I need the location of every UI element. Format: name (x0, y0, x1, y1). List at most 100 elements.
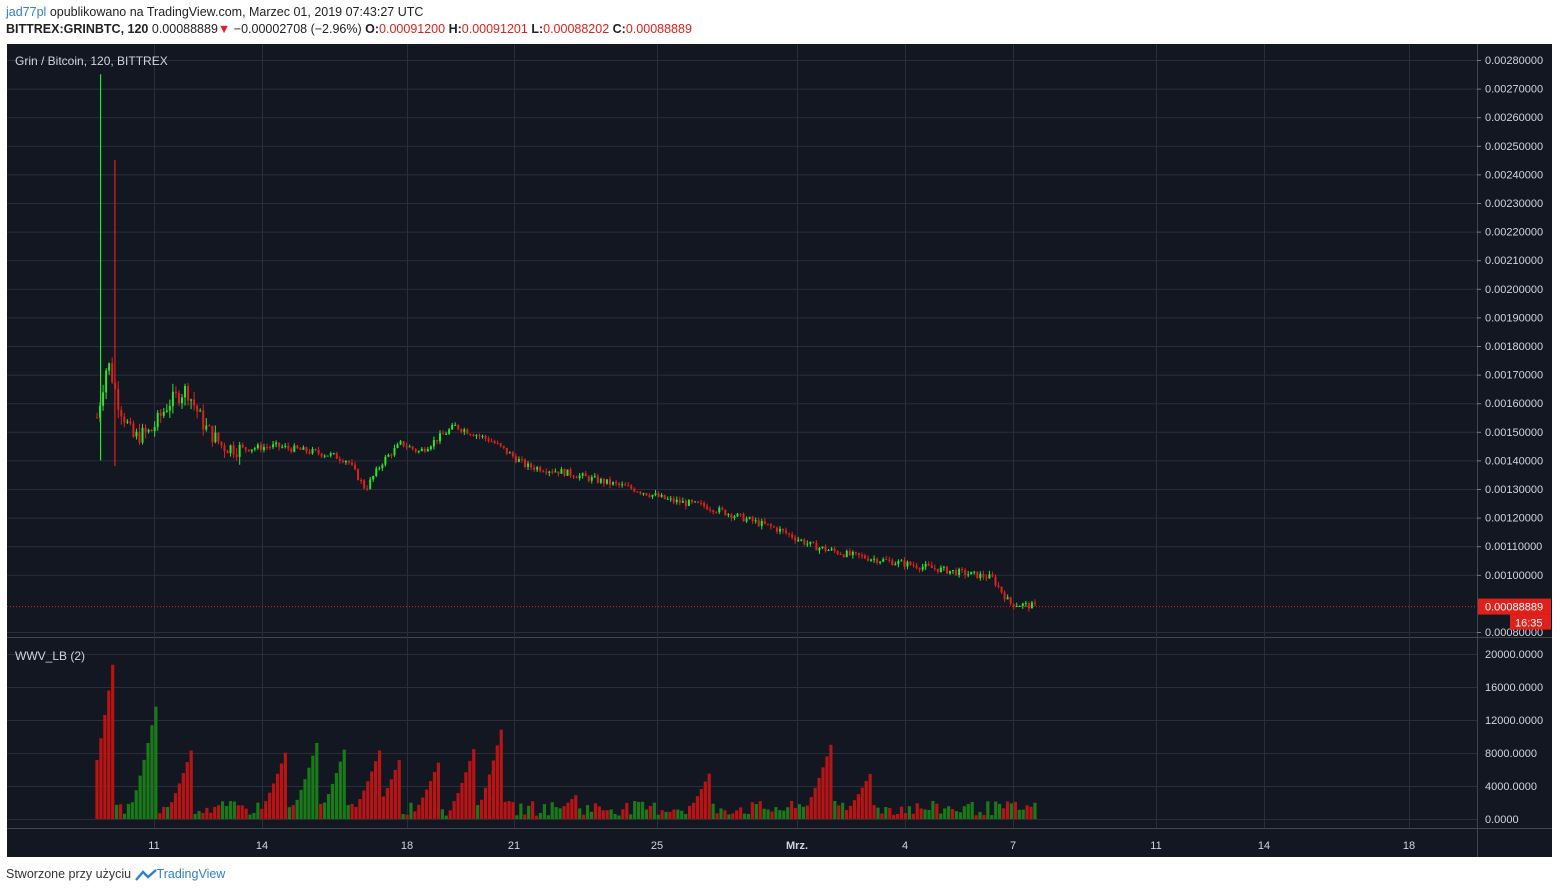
volume-bar (115, 804, 119, 819)
volume-bar (303, 779, 307, 819)
price-tick-label: 0.00140000 (1485, 455, 1543, 467)
candle-body (174, 391, 177, 394)
candle-body (569, 469, 572, 476)
candle-body (432, 440, 435, 447)
x-tick-label: 21 (508, 840, 520, 852)
candle-body (961, 568, 964, 570)
volume-bars (95, 664, 1037, 819)
candle-body (533, 467, 536, 470)
volume-bar (896, 813, 900, 819)
candle-body (648, 495, 651, 497)
volume-bar (656, 814, 660, 819)
candle-body (505, 447, 508, 454)
candle-body (1000, 586, 1003, 593)
candle-body (751, 517, 754, 522)
candle-body (460, 429, 463, 432)
volume-bar (515, 815, 519, 819)
volume-bar (480, 799, 484, 819)
candle-body (624, 484, 627, 486)
volume-bar (1021, 809, 1025, 819)
candle-body (360, 480, 363, 482)
candle-body (599, 478, 602, 483)
candle-body (608, 479, 611, 485)
candle-body (144, 427, 147, 432)
candle-body (378, 468, 381, 470)
candle-body (102, 392, 105, 406)
candle-body (945, 566, 948, 574)
candle-body (451, 424, 454, 430)
candle-body (812, 541, 815, 543)
volume-bar (790, 800, 794, 819)
volume-bar (774, 807, 778, 819)
volume-bar (126, 803, 130, 819)
candle-body (244, 447, 247, 450)
candle-body (596, 476, 599, 483)
candle-body (384, 456, 387, 465)
candle-body (199, 410, 202, 412)
volume-bar (911, 813, 915, 819)
volume-bar (982, 814, 986, 819)
volume-bar (197, 811, 201, 819)
candle-body (703, 502, 706, 507)
candle-body (709, 509, 712, 511)
candle-body (939, 567, 942, 573)
volume-bar (189, 750, 193, 819)
volume-bar (554, 807, 558, 819)
candle-body (894, 563, 897, 566)
volume-bar (742, 813, 747, 819)
price-tick-label: 0.00190000 (1485, 312, 1543, 324)
candle-body (111, 363, 114, 383)
x-tick-label: 18 (1403, 840, 1415, 852)
volume-bar (374, 761, 378, 819)
candle-body (578, 475, 581, 479)
tradingview-link[interactable]: TradingView (156, 867, 226, 881)
volume-bar (295, 799, 299, 819)
candle-body (976, 571, 979, 579)
last-price-badge (1478, 598, 1551, 615)
volume-bar (919, 808, 923, 819)
author-link[interactable]: jad77pl (6, 5, 47, 19)
volume-bar (534, 815, 539, 819)
volume-bar (264, 801, 268, 819)
candle-body (338, 458, 341, 461)
candle-body (548, 471, 551, 473)
candle-body (727, 514, 730, 516)
candle-body (269, 447, 272, 449)
candle-body (836, 551, 839, 555)
candle-body (405, 446, 408, 448)
candle-body (414, 448, 417, 452)
open-label: O: (365, 22, 380, 36)
volume-bar (723, 810, 727, 819)
candle-body (873, 558, 876, 560)
volume-bar (1013, 801, 1017, 819)
candle-body (514, 456, 517, 462)
volume-bar (232, 801, 236, 819)
volume-bar (272, 783, 276, 819)
candle-body (900, 560, 903, 562)
volume-bar (401, 814, 405, 819)
candle-body (979, 573, 982, 579)
candle-body (177, 393, 180, 404)
volume-bar (523, 814, 527, 819)
volume-bar (193, 813, 197, 819)
candle-body (448, 429, 451, 434)
candle-body (190, 399, 193, 401)
volume-bar (323, 802, 327, 819)
candle-body (991, 574, 994, 577)
volume-bar (578, 808, 582, 819)
volume-bar (142, 759, 146, 819)
candle-body (794, 537, 797, 541)
volume-bar (786, 807, 790, 819)
volume-bar (801, 806, 806, 819)
candle-body (347, 460, 350, 463)
candle-body (639, 491, 642, 494)
candle-body (690, 500, 693, 502)
volume-bar (585, 805, 590, 819)
candle-body (129, 421, 132, 424)
candle-body (135, 431, 138, 437)
volume-bar (146, 742, 150, 819)
candle-body (387, 454, 390, 457)
volume-bar (652, 802, 656, 819)
volume-bar (892, 814, 896, 819)
